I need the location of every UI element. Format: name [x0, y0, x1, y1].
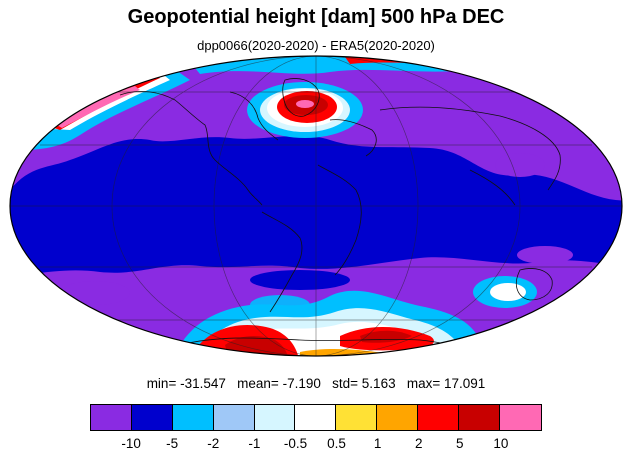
- pink-region-nw: [55, 86, 140, 128]
- colorbar-tick-label: 5: [456, 436, 464, 451]
- pink-core-atlantic: [296, 100, 314, 108]
- colorbar-box-9: [459, 405, 500, 430]
- colorbar-tick-label: -10: [121, 436, 141, 451]
- colorbar-box-4: [254, 405, 296, 430]
- purple-patch-east: [517, 246, 573, 264]
- white-patch-australia: [490, 283, 526, 301]
- colorbar-tick-label: 0.5: [327, 436, 346, 451]
- colorbar-box-7: [377, 405, 419, 430]
- stats-std-label: std=: [332, 376, 359, 391]
- colorbar-ticks: -10 -5 -2 -1 -0.5 0.5 1 2 5 10: [90, 436, 542, 454]
- purple-patch-west: [60, 281, 130, 305]
- stats-max-value: 17.091: [444, 376, 486, 391]
- blue-region-europe: [220, 140, 410, 170]
- plot-title: Geopotential height [dam] 500 hPa DEC: [127, 6, 505, 28]
- colorbar-box-0: [91, 405, 132, 430]
- colorbar-tick-label: -0.5: [283, 436, 308, 451]
- colorbar-box-2: [172, 405, 214, 430]
- stats-mean-value: -7.190: [282, 376, 321, 391]
- colorbar-box-10: [499, 405, 541, 430]
- colorbar-box-6: [336, 405, 378, 430]
- map-outline: [9, 55, 623, 357]
- blue-patch-southamerica: [250, 295, 310, 315]
- colorbar-box-5: [295, 405, 337, 430]
- colorbar-tick-label: 1: [373, 436, 382, 451]
- colorbar-tick-label: -5: [166, 436, 179, 451]
- colorbar-box-1: [131, 405, 173, 430]
- stats-min-label: min=: [146, 376, 177, 391]
- colorbar: [90, 404, 542, 431]
- colorbar-tick-label: -2: [207, 436, 220, 451]
- stats-min-value: -31.547: [180, 376, 226, 391]
- plot-subtitle: dpp0066(2020-2020) - ERA5(2020-2020): [197, 38, 435, 53]
- purple-patch-center: [250, 270, 350, 290]
- colorbar-box-3: [213, 405, 255, 430]
- colorbar-tick-label: -1: [248, 436, 261, 451]
- red-strip-antarctic: [330, 354, 420, 356]
- colorbar-tick-label: 10: [493, 436, 509, 451]
- stats-max-label: max=: [406, 376, 441, 391]
- pink-band-arctic: [360, 56, 450, 59]
- colorbar-box-8: [418, 405, 460, 430]
- purple-patch-asia: [495, 153, 545, 177]
- stats-std-value: 5.163: [361, 376, 396, 391]
- colorbar-tick-label: 2: [414, 436, 423, 451]
- graticule: [10, 56, 622, 356]
- stats-mean-label: mean=: [237, 376, 279, 391]
- statistics-line: min= -31.547 mean= -7.190 std= 5.163 max…: [0, 376, 632, 391]
- lightblue-band-arctic: [180, 56, 470, 74]
